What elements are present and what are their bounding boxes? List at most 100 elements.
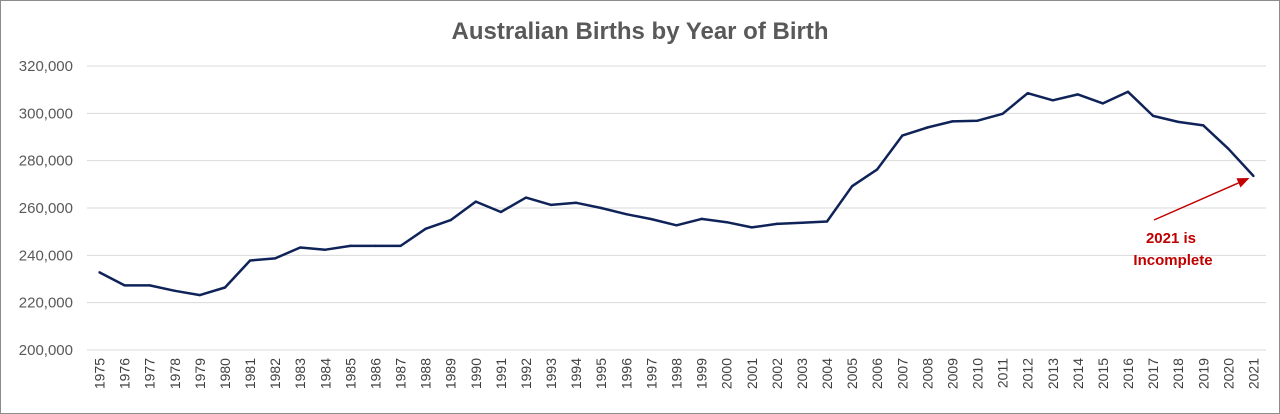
x-tick-label: 2008 xyxy=(919,358,935,389)
data-point xyxy=(123,284,126,287)
data-point xyxy=(1076,93,1080,96)
series-group xyxy=(98,90,1255,297)
x-tick-label: 1977 xyxy=(142,358,158,389)
x-tick-label: 1995 xyxy=(593,358,609,389)
data-point xyxy=(399,244,402,248)
data-point xyxy=(1177,120,1180,124)
data-point xyxy=(324,248,327,251)
x-tick-label: 1980 xyxy=(217,358,233,389)
data-point xyxy=(750,226,753,229)
x-tick-label: 1986 xyxy=(367,358,383,389)
data-point xyxy=(926,126,929,129)
data-point xyxy=(800,221,804,224)
data-point xyxy=(976,119,979,122)
x-tick-label: 1989 xyxy=(443,358,459,389)
x-tick-label: 2001 xyxy=(744,358,760,389)
data-point xyxy=(524,196,528,199)
data-point xyxy=(1101,102,1105,105)
data-point xyxy=(98,271,101,274)
data-point xyxy=(499,210,503,214)
data-point xyxy=(901,134,904,137)
annotation-text-line2: Incomplete xyxy=(1133,252,1212,269)
annotation-arrow-head xyxy=(1236,178,1250,188)
data-point xyxy=(424,227,427,231)
x-tick-label: 2000 xyxy=(719,358,735,389)
annotation-arrow-line xyxy=(1153,182,1239,221)
annotation-text-line1: 2021 is xyxy=(1146,230,1196,247)
x-tick-label: 2019 xyxy=(1195,358,1211,389)
y-tick-label: 300,000 xyxy=(19,105,73,122)
x-tick-label: 1994 xyxy=(568,358,584,389)
x-tick-label: 1999 xyxy=(694,358,710,389)
x-tick-label: 2016 xyxy=(1120,358,1136,389)
x-tick-label: 2011 xyxy=(995,358,1011,388)
x-tick-label: 1984 xyxy=(317,358,333,389)
data-point xyxy=(299,246,302,249)
x-tick-label: 2015 xyxy=(1095,358,1111,389)
x-tick-label: 1998 xyxy=(669,358,685,389)
data-point xyxy=(775,222,779,226)
data-point xyxy=(1026,92,1029,95)
x-tick-label: 2002 xyxy=(769,358,785,389)
data-point xyxy=(549,203,553,207)
x-tick-label: 1985 xyxy=(342,358,358,389)
series-line xyxy=(98,90,1255,297)
data-point xyxy=(374,244,377,248)
data-point xyxy=(1252,174,1255,178)
annotation-group: 2021 is Incomplete xyxy=(1133,178,1250,269)
x-tick-label: 2013 xyxy=(1045,358,1061,389)
data-point xyxy=(850,185,854,188)
x-tick-label: 1981 xyxy=(242,358,258,389)
x-tick-label: 2012 xyxy=(1020,358,1036,389)
y-axis-tick-labels: 200,000 220,000 240,000 260,000 280,000 300,0… xyxy=(19,58,73,359)
y-tick-label: 220,000 xyxy=(19,295,73,312)
x-tick-label: 1996 xyxy=(618,358,634,389)
data-point xyxy=(148,284,151,287)
x-axis-tick-labels: 1975 1976 1977 1978 1979 1980 1981 1982 1983 1984… xyxy=(92,358,1262,389)
data-point xyxy=(600,206,603,210)
x-tick-label: 1978 xyxy=(167,358,183,389)
data-point xyxy=(650,217,653,221)
y-tick-label: 280,000 xyxy=(19,153,73,170)
x-tick-label: 1979 xyxy=(192,358,208,389)
data-point xyxy=(474,200,478,203)
data-point xyxy=(675,224,678,227)
data-point xyxy=(725,221,728,224)
x-tick-label: 1975 xyxy=(92,358,108,389)
data-point xyxy=(625,212,628,216)
data-point xyxy=(449,218,452,222)
data-point xyxy=(349,244,352,248)
data-point xyxy=(825,220,829,223)
x-tick-label: 1993 xyxy=(543,358,559,389)
chart-title: Australian Births by Year of Birth xyxy=(452,18,829,45)
x-tick-label: 1983 xyxy=(292,358,308,389)
y-tick-label: 260,000 xyxy=(19,200,73,217)
y-tick-label: 200,000 xyxy=(19,342,73,359)
data-point xyxy=(700,217,703,221)
data-point xyxy=(574,201,578,204)
x-tick-label: 1990 xyxy=(468,358,484,389)
x-tick-label: 2021 xyxy=(1245,358,1261,389)
x-tick-label: 2009 xyxy=(944,358,960,389)
x-tick-label: 2018 xyxy=(1170,358,1186,389)
y-tick-label: 320,000 xyxy=(19,58,73,75)
x-tick-label: 1982 xyxy=(267,358,283,389)
y-tick-label: 240,000 xyxy=(19,247,73,264)
x-tick-label: 2005 xyxy=(844,358,860,389)
data-point xyxy=(173,289,176,293)
x-tick-label: 1976 xyxy=(117,358,133,389)
x-tick-label: 2010 xyxy=(970,358,986,389)
x-tick-label: 1991 xyxy=(493,358,509,389)
x-tick-label: 2017 xyxy=(1145,358,1161,389)
x-tick-label: 2014 xyxy=(1070,358,1086,389)
data-point xyxy=(875,168,879,171)
x-tick-label: 2004 xyxy=(819,358,835,389)
data-point xyxy=(1051,99,1054,102)
x-tick-label: 1988 xyxy=(418,358,434,389)
x-tick-label: 2006 xyxy=(869,358,885,389)
x-tick-label: 2007 xyxy=(894,358,910,389)
data-point xyxy=(198,293,202,297)
x-tick-label: 1987 xyxy=(393,358,409,389)
x-tick-label: 2003 xyxy=(794,358,810,389)
